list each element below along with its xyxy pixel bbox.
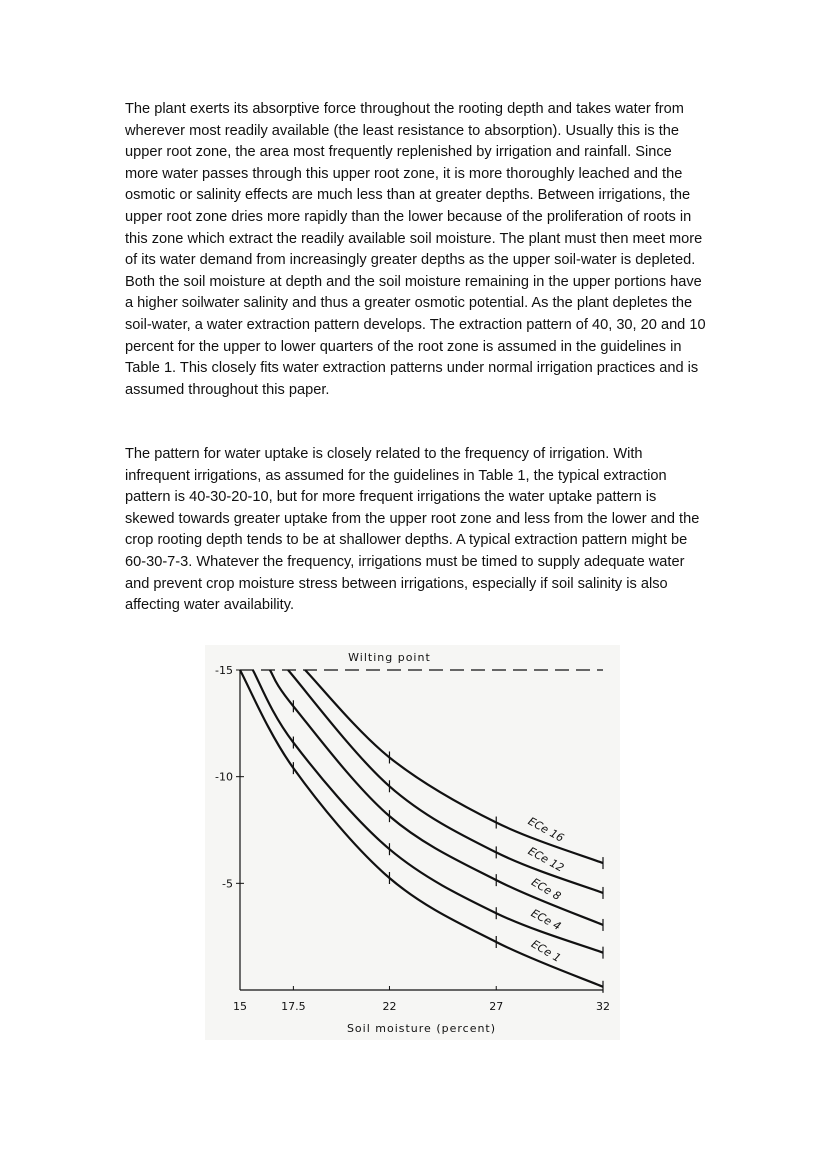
x-tick-label: 22 [382,1000,396,1013]
x-tick-label: 27 [489,1000,503,1013]
curve [304,669,604,865]
curve [287,669,604,894]
x-tick-label: 32 [596,1000,610,1013]
figure: -15 -10 -5 15 17.5 22 27 32 Soil moisture (perce… [205,645,620,1040]
paragraph: The plant exerts its absorptive force th… [125,101,706,398]
y-tick-label: -15 [215,664,233,677]
x-axis-label: Soil moisture (percent) [347,1022,496,1035]
y-tick-label: -10 [215,771,233,784]
y-tick-label: -5 [222,877,233,890]
x-tick-label: 15 [233,1000,247,1013]
paragraph: The pattern for water uptake is closely … [125,446,700,614]
x-tick-label: 17.5 [281,1000,306,1013]
reference-label: Wilting point [348,651,431,664]
